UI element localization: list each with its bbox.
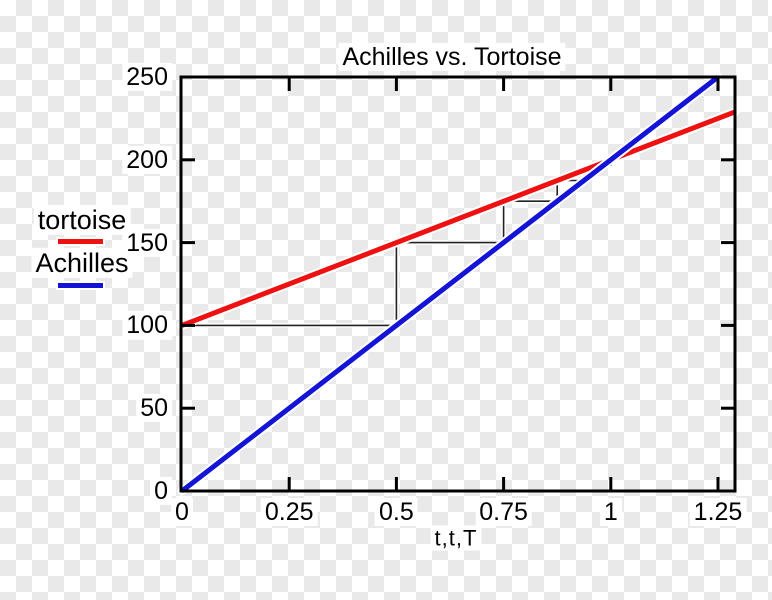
chart-title: Achilles vs. Tortoise bbox=[338, 42, 566, 72]
y-tick-label-250: 250 bbox=[122, 62, 172, 92]
x-tick-label-0: 0 bbox=[171, 498, 193, 527]
tortoise-line bbox=[181, 109, 737, 328]
plot-frame bbox=[179, 75, 737, 493]
tortoise-line-swatch bbox=[58, 239, 103, 244]
x-tick-label-0.5: 0.5 bbox=[375, 498, 418, 527]
y-tick-label-0: 0 bbox=[150, 476, 172, 506]
Achilles-line bbox=[180, 75, 720, 493]
x-tick-label-1: 1 bbox=[599, 498, 622, 527]
y-tick-label-100: 100 bbox=[122, 311, 172, 340]
y-tick-label-150: 150 bbox=[122, 228, 172, 257]
x-tick-label-1.25: 1.25 bbox=[689, 498, 747, 527]
legend-item-tortoise-label: tortoise bbox=[33, 204, 131, 236]
legend-item-achilles-label: Achilles bbox=[31, 247, 133, 279]
y-tick-label-200: 200 bbox=[122, 145, 172, 174]
achilles-line-swatch bbox=[58, 283, 103, 288]
x-axis-label: t,t,T bbox=[430, 525, 482, 551]
x-tick-label-0.75: 0.75 bbox=[475, 498, 532, 527]
x-tick-label-0.25: 0.25 bbox=[260, 498, 318, 527]
y-tick-label-50: 50 bbox=[136, 394, 172, 423]
